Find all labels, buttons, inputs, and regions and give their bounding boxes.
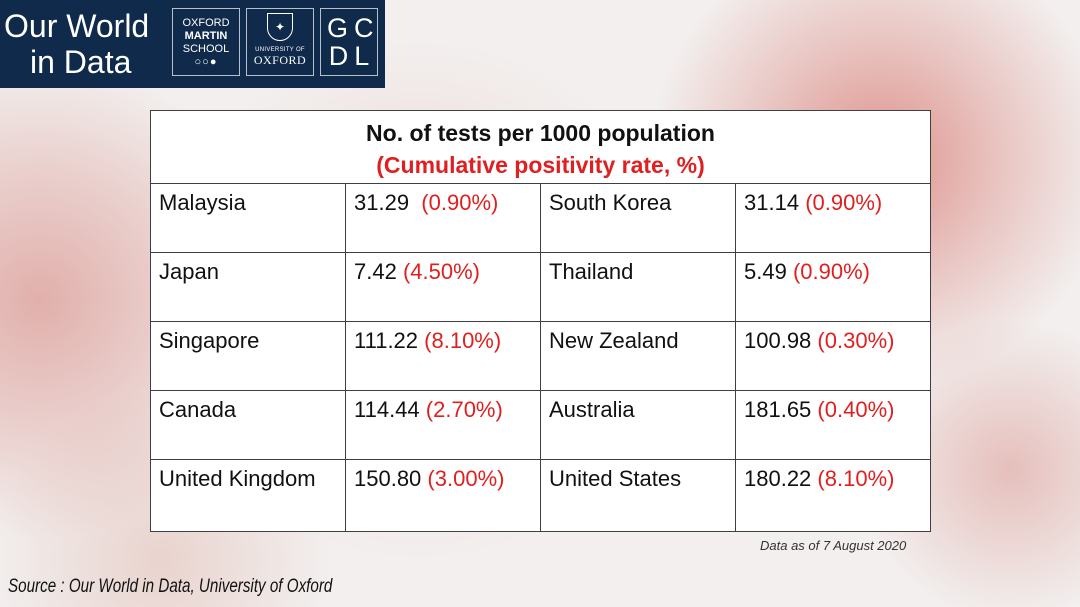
table-row: United Kingdom 150.80 (3.00%) United Sta… (150, 459, 931, 532)
value-cell: 180.22 (8.10%) (735, 459, 931, 532)
university-of-oxford-logo: ✦ UNIVERSITY OF OXFORD (246, 8, 314, 76)
country-cell: United Kingdom (150, 459, 346, 532)
oxford-martin-school-logo: OXFORD MARTIN SCHOOL ○○● (172, 8, 240, 76)
oms-dots-icon: ○○● (194, 56, 218, 68)
country-cell: Australia (540, 390, 736, 460)
oxford-crest-icon: ✦ (267, 13, 293, 41)
header-banner: Our World in Data OXFORD MARTIN SCHOOL ○… (0, 0, 385, 88)
country-cell: Japan (150, 252, 346, 322)
positivity-rate: (0.30%) (817, 328, 895, 353)
oxford-uni-name: OXFORD (253, 53, 307, 67)
tests-value: 111.22 (354, 328, 419, 353)
tests-value: 7.42 (354, 259, 397, 284)
tests-value: 114.44 (354, 397, 420, 422)
positivity-rate: (2.70%) (425, 397, 503, 422)
our-world-in-data-logo: Our World in Data (4, 8, 149, 80)
owid-line1: Our World (4, 8, 150, 44)
value-cell: 31.14 (0.90%) (735, 183, 931, 253)
oms-line2: MARTIN (184, 30, 228, 42)
gcdl-line2: DL (328, 41, 376, 71)
table-title-cell: No. of tests per 1000 population (Cumula… (150, 110, 931, 184)
country-cell: South Korea (540, 183, 736, 253)
table-row: Canada 114.44 (2.70%) Australia 181.65 (… (150, 390, 931, 460)
tests-value: 180.22 (744, 466, 812, 491)
oms-line3: SCHOOL (182, 43, 230, 55)
positivity-rate: (0.90%) (421, 190, 499, 215)
testing-table: No. of tests per 1000 population (Cumula… (150, 110, 931, 532)
positivity-rate: (8.10%) (424, 328, 502, 353)
value-cell: 114.44 (2.70%) (345, 390, 541, 460)
value-cell: 5.49 (0.90%) (735, 252, 931, 322)
source-note: Source : Our World in Data, University o… (8, 576, 333, 597)
value-cell: 181.65 (0.40%) (735, 390, 931, 460)
positivity-rate: (8.10%) (817, 466, 895, 491)
table-subtitle: (Cumulative positivity rate, %) (376, 152, 705, 178)
table-row: Japan 7.42 (4.50%) Thailand 5.49 (0.90%) (150, 252, 931, 322)
positivity-rate: (4.50%) (402, 259, 480, 284)
value-cell: 111.22 (8.10%) (345, 321, 541, 391)
tests-value: 5.49 (744, 259, 787, 284)
tests-value: 100.98 (744, 328, 812, 353)
country-cell: United States (540, 459, 736, 532)
country-cell: Canada (150, 390, 346, 460)
tests-value: 31.29 (354, 190, 410, 215)
country-cell: Singapore (150, 321, 346, 391)
tests-value: 181.65 (744, 397, 812, 422)
table-row: Singapore 111.22 (8.10%) New Zealand 100… (150, 321, 931, 391)
owid-line2: in Data (30, 44, 132, 80)
country-cell: Malaysia (150, 183, 346, 253)
oxford-uni-small: UNIVERSITY OF (255, 47, 305, 53)
oms-line1: OXFORD (182, 17, 230, 29)
country-cell: Thailand (540, 252, 736, 322)
positivity-rate: (0.90%) (805, 190, 883, 215)
positivity-rate: (0.90%) (792, 259, 870, 284)
country-cell: New Zealand (540, 321, 736, 391)
gcdl-logo: GC DL (320, 8, 378, 76)
data-as-of-note: Data as of 7 August 2020 (760, 538, 907, 553)
table-title: No. of tests per 1000 population (366, 120, 715, 146)
tests-value: 31.14 (744, 190, 800, 215)
value-cell: 31.29 (0.90%) (345, 183, 541, 253)
positivity-rate: (0.40%) (817, 397, 895, 422)
gcdl-line1: GC (327, 13, 380, 43)
value-cell: 7.42 (4.50%) (345, 252, 541, 322)
value-cell: 150.80 (3.00%) (345, 459, 541, 532)
tests-value: 150.80 (354, 466, 422, 491)
table-row: Malaysia 31.29 (0.90%) South Korea 31.14… (150, 183, 931, 253)
value-cell: 100.98 (0.30%) (735, 321, 931, 391)
positivity-rate: (3.00%) (427, 466, 505, 491)
